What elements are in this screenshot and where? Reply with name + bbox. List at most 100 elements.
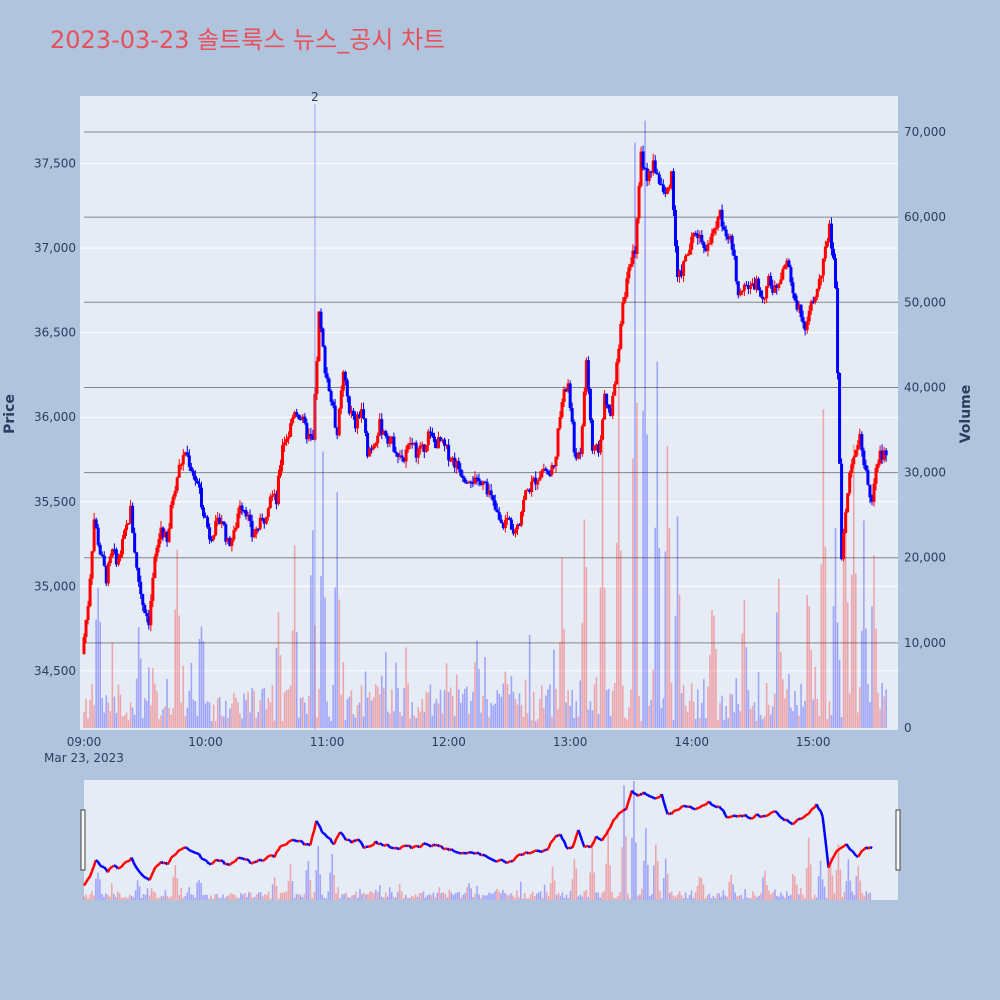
volume-bar [836, 622, 839, 728]
candle-body [281, 445, 285, 466]
slider-price-segment [413, 844, 416, 848]
candle-body [712, 229, 716, 234]
slider-price-segment [252, 860, 256, 865]
volume-bar [435, 698, 438, 728]
candle-body [283, 442, 287, 446]
slider-volume-bar [192, 894, 194, 900]
volume-bar [648, 705, 650, 728]
slider-volume-bar [323, 897, 326, 900]
candle-body [706, 244, 710, 251]
volume-bar [543, 708, 545, 728]
candle-body [297, 414, 301, 419]
slider-price-segment [84, 878, 90, 884]
volume-bar [364, 671, 367, 728]
volume-bar [583, 519, 586, 728]
candle-body [295, 412, 299, 415]
volume-bar [287, 689, 290, 728]
candle-body [432, 436, 436, 443]
slider-price-segment [591, 840, 596, 846]
volume-bar [603, 587, 606, 728]
slider-price-segment [869, 845, 873, 850]
candle-body [301, 416, 305, 420]
volume-bar [156, 691, 158, 728]
slider-volume-bar [770, 894, 772, 900]
slider-volume-bar [726, 896, 729, 900]
range-slider[interactable] [80, 780, 901, 900]
candle-body [465, 482, 469, 484]
candle-body [532, 477, 536, 482]
slider-volume-bar [196, 882, 198, 900]
candle-body [528, 489, 532, 493]
slider-volume-bar [261, 896, 264, 900]
volume-bar [206, 701, 209, 728]
volume-bar [532, 691, 535, 728]
candle-body [248, 514, 252, 521]
slider-price-segment [605, 829, 610, 836]
volume-bar [332, 684, 334, 728]
slider-volume-bar [510, 893, 512, 900]
slider-price-segment [837, 847, 842, 851]
slider-volume-bar [186, 892, 189, 900]
volume-tick-label: 20,000 [904, 551, 946, 565]
candle-body [736, 281, 740, 296]
slider-volume-bar [849, 880, 852, 900]
volume-bar [411, 701, 413, 728]
volume-bar [111, 642, 114, 728]
slider-volume-bar [762, 877, 764, 900]
slider-volume-bar [251, 897, 254, 900]
slider-volume-bar [414, 894, 417, 900]
volume-bar [257, 712, 260, 728]
candle-body [831, 248, 835, 259]
volume-bar [488, 717, 490, 728]
candle-body [720, 209, 724, 227]
candle-body [108, 556, 112, 564]
slider-volume-bar [313, 892, 316, 900]
volume-bar [160, 715, 162, 728]
volume-bar [190, 662, 193, 728]
volume-bar [125, 712, 128, 728]
slider-volume-bar [539, 891, 542, 900]
slider-price-segment [720, 808, 724, 812]
main-plot-area[interactable] [80, 96, 898, 730]
range-slider-left-handle[interactable] [80, 809, 86, 871]
slider-volume-bar [692, 898, 695, 900]
slider-volume-bar [180, 887, 183, 900]
volume-bar [609, 716, 612, 728]
slider-price-segment [218, 859, 222, 863]
range-slider-right-handle[interactable] [895, 809, 901, 871]
candle-body [398, 455, 402, 457]
volume-bar [536, 718, 539, 728]
candle-body [732, 249, 736, 256]
slider-volume-bar [617, 895, 619, 900]
slider-volume-bar [142, 894, 145, 900]
slider-volume-bar [517, 897, 520, 900]
candle-body [767, 275, 771, 287]
slider-price-segment [793, 819, 798, 824]
volume-bar [320, 576, 322, 728]
slider-volume-bar [561, 892, 564, 900]
slider-volume-bar [122, 897, 125, 900]
slider-volume-bar [494, 891, 496, 900]
slider-volume-bar [339, 898, 341, 900]
price-axis-title: Price [2, 394, 18, 434]
volume-bar [553, 649, 555, 728]
volume-bar [619, 550, 622, 728]
slider-price-segment [150, 870, 155, 877]
slider-price-segment [480, 853, 484, 857]
slider-price-segment [758, 814, 762, 819]
volume-bar [658, 548, 661, 728]
slider-price-segment [379, 842, 383, 846]
slider-volume-bar [700, 878, 703, 900]
slider-price-segment [756, 813, 760, 817]
volume-bar [267, 697, 270, 728]
candle-body [823, 246, 827, 259]
candle-body [234, 527, 238, 531]
volume-bar [571, 689, 573, 728]
candle-body [90, 551, 94, 579]
candle-body [799, 304, 803, 318]
volume-bar [301, 696, 304, 728]
volume-bar [310, 575, 312, 728]
candle-body [884, 450, 888, 456]
candle-body [765, 286, 769, 299]
slider-volume-bar [649, 896, 651, 900]
